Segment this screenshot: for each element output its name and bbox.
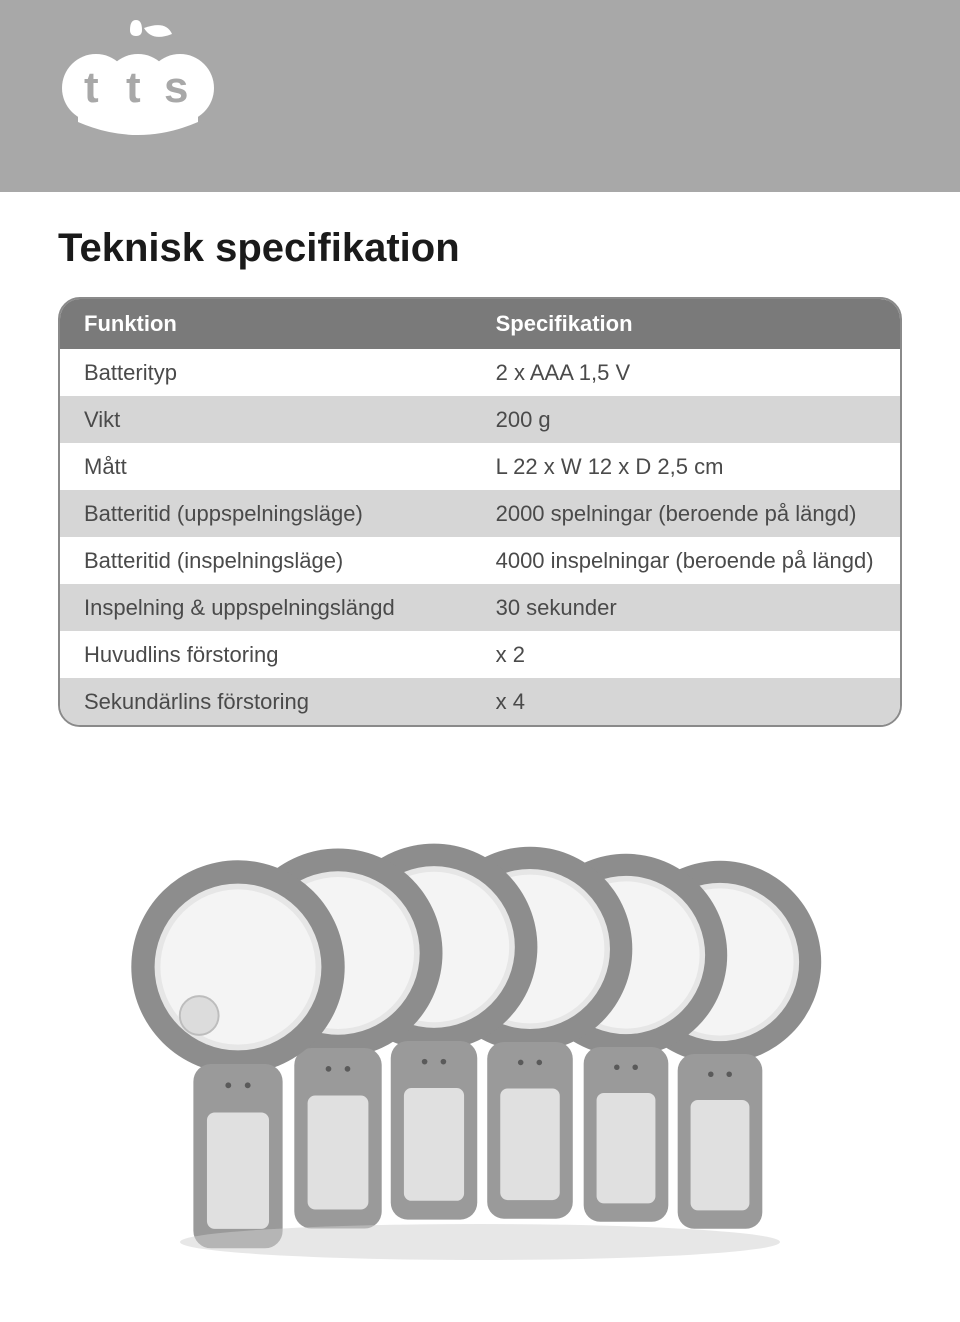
tts-logo: t t s xyxy=(58,18,218,148)
cell-spec: x 4 xyxy=(472,678,900,725)
table-row: Huvudlins förstoring x 2 xyxy=(60,631,900,678)
table-row: Batterityp 2 x AAA 1,5 V xyxy=(60,349,900,396)
cell-spec: x 2 xyxy=(472,631,900,678)
cell-func: Sekundärlins förstoring xyxy=(60,678,472,725)
product-illustration xyxy=(58,787,902,1267)
table-row: Batteritid (inspelningsläge) 4000 inspel… xyxy=(60,537,900,584)
table-row: Mått L 22 x W 12 x D 2,5 cm xyxy=(60,443,900,490)
spec-table: Funktion Specifikation Batterityp 2 x AA… xyxy=(58,297,902,727)
table-row: Inspelning & uppspelningslängd 30 sekund… xyxy=(60,584,900,631)
table-row: Batteritid (uppspelningsläge) 2000 speln… xyxy=(60,490,900,537)
cell-spec: 200 g xyxy=(472,396,900,443)
table-row: Sekundärlins förstoring x 4 xyxy=(60,678,900,725)
table-header-row: Funktion Specifikation xyxy=(60,299,900,349)
cell-spec: L 22 x W 12 x D 2,5 cm xyxy=(472,443,900,490)
cell-func: Mått xyxy=(60,443,472,490)
header-function: Funktion xyxy=(60,299,472,349)
cell-spec: 2000 spelningar (beroende på längd) xyxy=(472,490,900,537)
cell-func: Vikt xyxy=(60,396,472,443)
page-content: Teknisk specifikation Funktion Specifika… xyxy=(0,192,960,1267)
cell-spec: 2 x AAA 1,5 V xyxy=(472,349,900,396)
cell-spec: 4000 inspelningar (beroende på längd) xyxy=(472,537,900,584)
top-banner: t t s xyxy=(0,0,960,192)
header-specification: Specifikation xyxy=(472,299,900,349)
cell-func: Inspelning & uppspelningslängd xyxy=(60,584,472,631)
svg-text:s: s xyxy=(164,63,188,112)
cell-func: Batteritid (inspelningsläge) xyxy=(60,537,472,584)
page-title: Teknisk specifikation xyxy=(58,226,902,271)
svg-text:t: t xyxy=(84,63,99,112)
cell-func: Batteritid (uppspelningsläge) xyxy=(60,490,472,537)
svg-text:t: t xyxy=(126,63,141,112)
cell-spec: 30 sekunder xyxy=(472,584,900,631)
cell-func: Huvudlins förstoring xyxy=(60,631,472,678)
table-row: Vikt 200 g xyxy=(60,396,900,443)
cell-func: Batterityp xyxy=(60,349,472,396)
